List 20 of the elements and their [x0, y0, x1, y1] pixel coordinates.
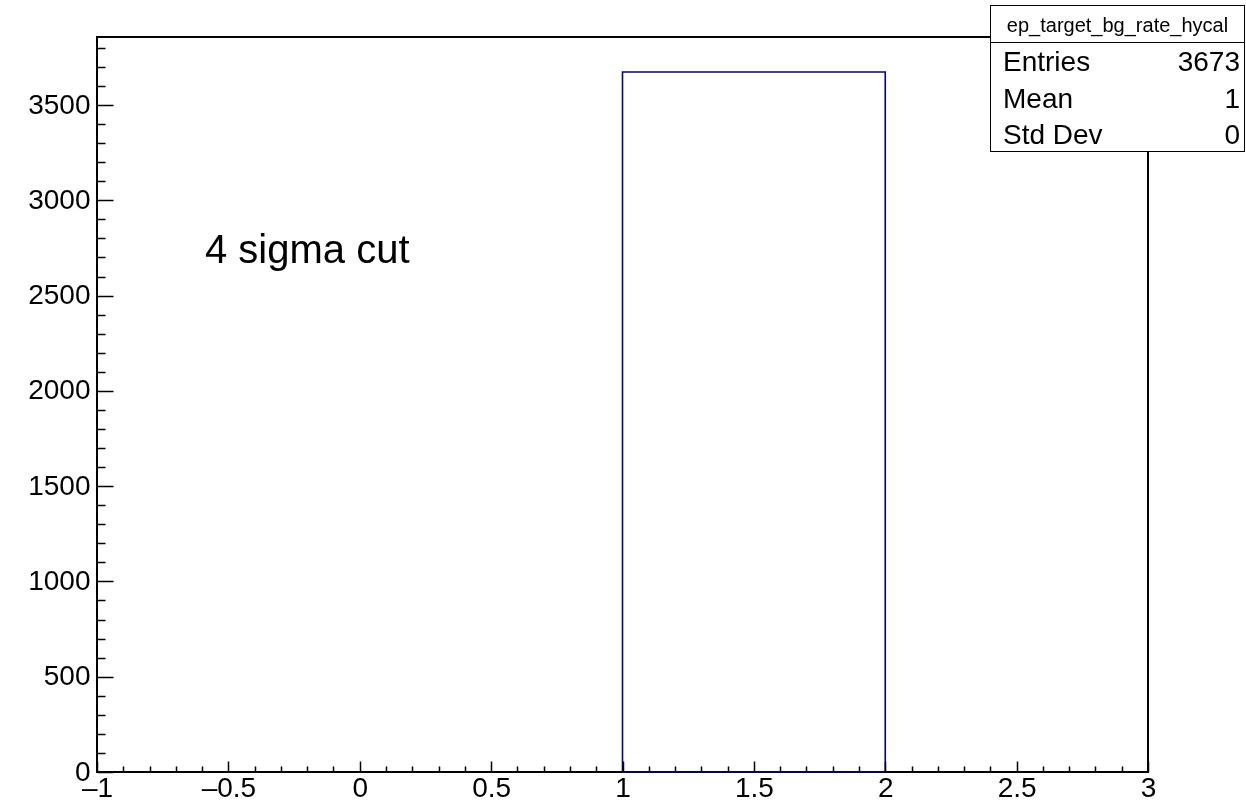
y-tick-label: 2000 [28, 374, 91, 406]
x-tick-label: 2 [877, 771, 894, 803]
x-tick-label: 0.5 [472, 771, 512, 803]
stats-box: ep_target_bg_rate_hycal Entries 3673 Mean 1 Std Dev 0 [990, 5, 1245, 152]
annotation: 4 sigma cut [205, 227, 410, 271]
x-tick-label: 0 [352, 771, 369, 803]
annotation: Std Dev [1003, 119, 1103, 150]
annotation: Entries [1003, 46, 1091, 77]
y-tick-label: 1000 [28, 564, 91, 596]
x-tick-label: 3 [1140, 771, 1157, 803]
x-tick-label: 1 [615, 771, 631, 803]
x-tick-label: –0.5 [201, 771, 257, 803]
y-tick-label: 500 [43, 660, 91, 692]
y-tick-label: 1500 [28, 469, 91, 501]
y-tick-label: 2500 [28, 279, 91, 311]
x-tick-label: 2.5 [997, 771, 1037, 803]
annotation: Mean [1003, 82, 1074, 114]
x-tick-label: 1.5 [734, 771, 774, 803]
y-tick-label: 3000 [28, 183, 91, 215]
y-tick-label: 3500 [28, 88, 91, 120]
